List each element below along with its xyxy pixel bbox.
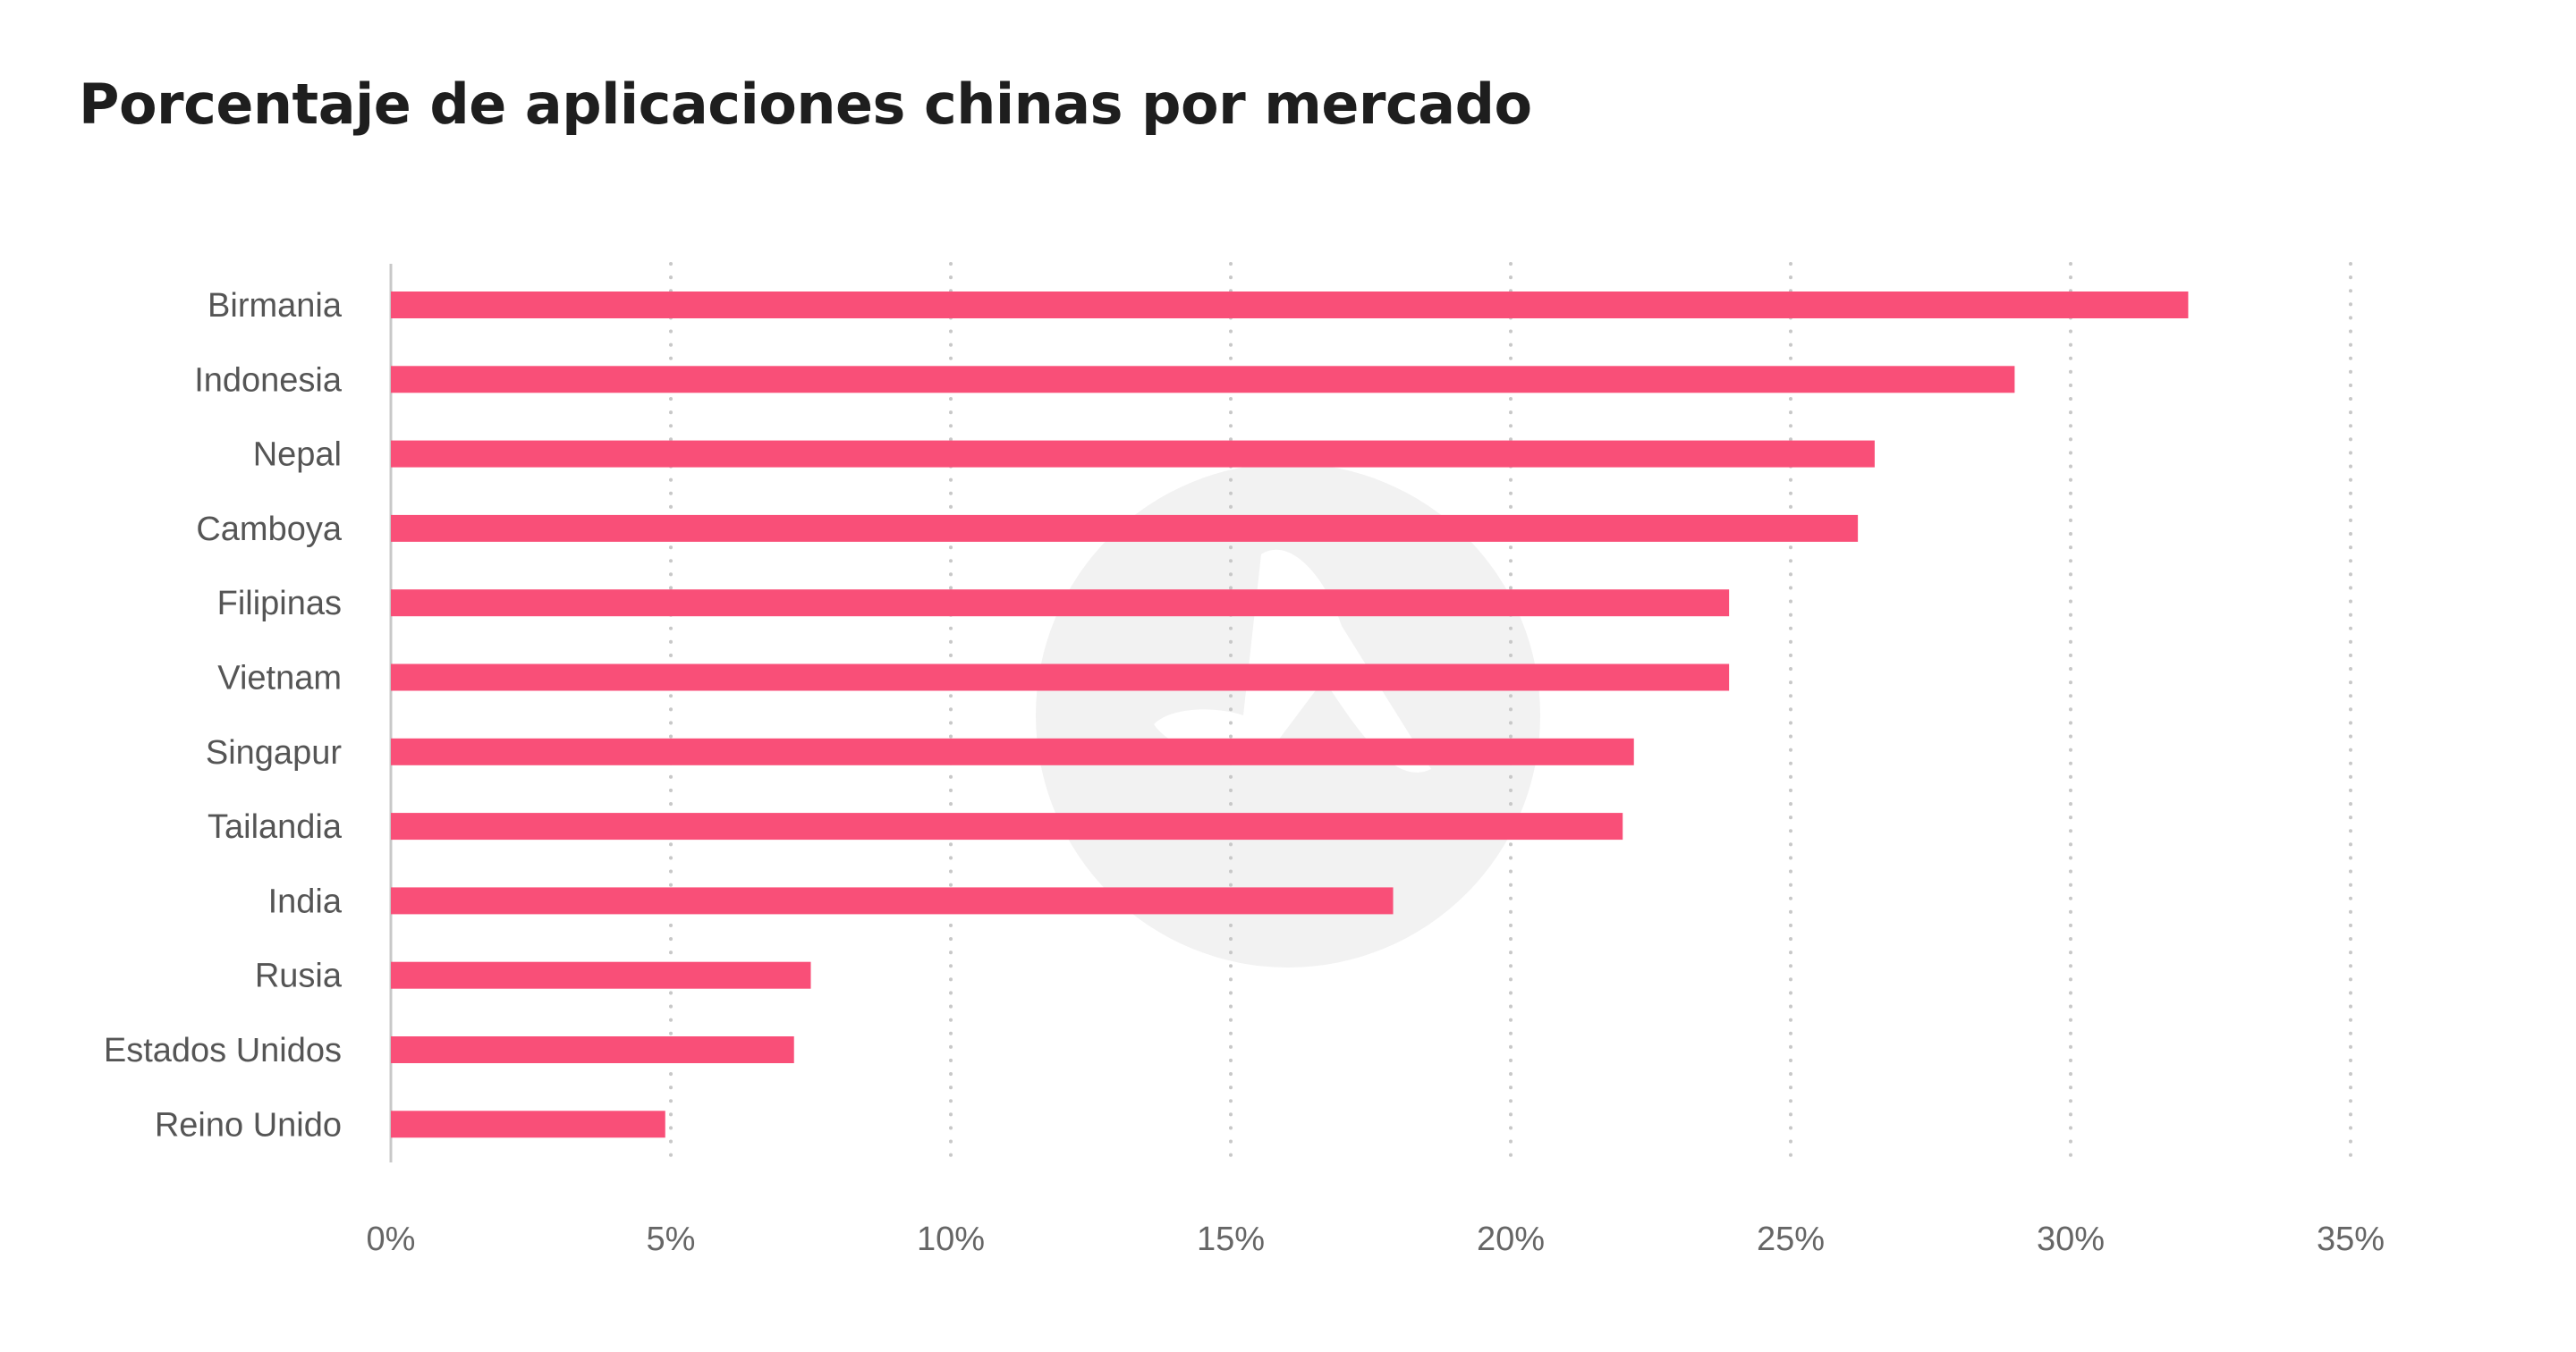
category-label: Singapur [206, 734, 342, 772]
category-label: Vietnam [217, 660, 342, 697]
x-tick-labels: 0% 5% 10% 15% 20% 25% 30% 35% [367, 1221, 2385, 1258]
bar [391, 887, 1394, 915]
bar [391, 292, 2189, 318]
gridlines [669, 262, 2352, 1164]
category-label: Indonesia [194, 361, 343, 399]
category-label: Estados Unidos [104, 1032, 342, 1069]
category-label: Birmania [208, 287, 343, 325]
x-tick-label: 30% [2037, 1221, 2105, 1258]
bar [391, 1111, 665, 1138]
bar [391, 366, 2015, 393]
watermark-logo [1036, 463, 1540, 968]
bars [391, 292, 2189, 1138]
x-tick-label: 15% [1197, 1221, 1265, 1258]
category-label: Filipinas [217, 585, 342, 622]
x-tick-label: 20% [1477, 1221, 1545, 1258]
bar [391, 663, 1730, 691]
bar [391, 813, 1623, 841]
x-tick-label: 0% [367, 1221, 416, 1258]
x-tick-label: 10% [917, 1221, 985, 1258]
chart-title: Porcentaje de aplicaciones chinas por me… [79, 72, 1532, 137]
watermark-glyph [1154, 549, 1431, 773]
category-label: Reino Unido [155, 1106, 342, 1144]
bar [391, 514, 1859, 542]
x-tick-label: 25% [1757, 1221, 1825, 1258]
category-labels: Birmania Indonesia Nepal Camboya Filipinas Vi… [104, 287, 343, 1144]
bar [391, 1036, 794, 1063]
bar [391, 738, 1634, 765]
x-tick-label: 35% [2317, 1221, 2385, 1258]
category-label: Nepal [253, 436, 342, 474]
category-label: Tailandia [208, 808, 343, 846]
x-tick-label: 5% [647, 1221, 696, 1258]
bar [391, 440, 1875, 468]
bar [391, 589, 1730, 617]
category-label: India [268, 883, 343, 920]
category-label: Camboya [196, 511, 342, 548]
bar [391, 961, 811, 989]
category-label: Rusia [255, 958, 343, 995]
